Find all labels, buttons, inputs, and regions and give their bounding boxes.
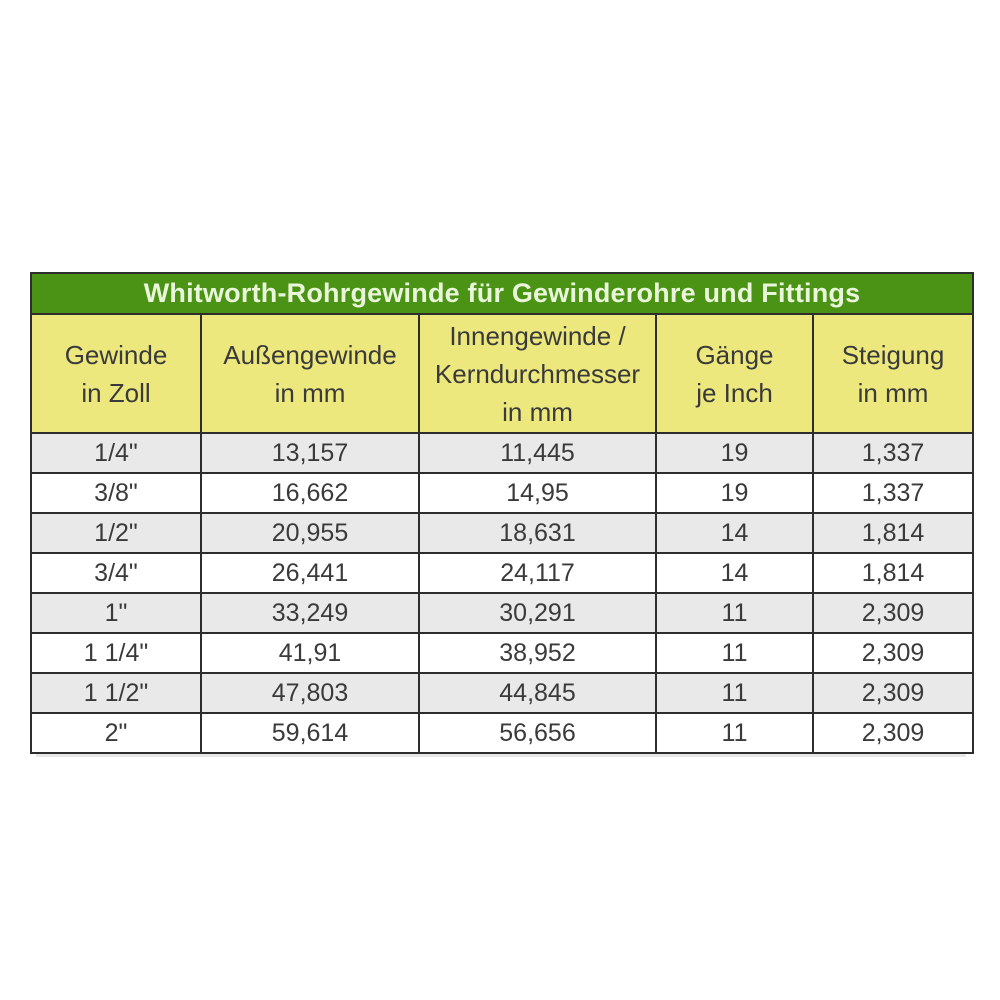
table-cell: 11 bbox=[655, 632, 814, 674]
table-title: Whitworth-Rohrgewinde für Gewinderohre u… bbox=[29, 272, 975, 315]
table-cell: 59,614 bbox=[200, 712, 420, 754]
table-cell: 2,309 bbox=[811, 712, 975, 754]
table-cell: 3/4" bbox=[30, 552, 202, 594]
table-cell: 1 1/2" bbox=[30, 672, 202, 714]
table-cell: 11 bbox=[655, 672, 814, 714]
column-header-gaenge-je-inch: Gänge je Inch bbox=[655, 313, 814, 434]
column-header-steigung: Steigung in mm bbox=[811, 313, 975, 434]
table-cell: 2,309 bbox=[811, 672, 975, 714]
table-cell: 14,95 bbox=[418, 472, 657, 514]
table-cell: 11,445 bbox=[418, 432, 657, 474]
table-cell: 44,845 bbox=[418, 672, 657, 714]
table-cell: 1,814 bbox=[811, 552, 975, 594]
table-row: 3/8" 16,662 14,95 19 1,337 bbox=[30, 472, 975, 514]
table-cell: 16,662 bbox=[200, 472, 420, 514]
table-cell: 2" bbox=[30, 712, 202, 754]
table-cell: 1/2" bbox=[30, 512, 202, 554]
table-row: 1/2" 20,955 18,631 14 1,814 bbox=[30, 512, 975, 554]
table-row: 1 1/4" 41,91 38,952 11 2,309 bbox=[30, 632, 975, 674]
table-cell: 13,157 bbox=[200, 432, 420, 474]
column-header-gewinde-in-zoll: Gewinde in Zoll bbox=[30, 313, 202, 434]
table-header-row: Gewinde in Zoll Außengewinde in mm Innen… bbox=[30, 313, 975, 434]
column-header-innengewinde: Innengewinde / Kerndurchmesser in mm bbox=[418, 313, 657, 434]
table-cell: 47,803 bbox=[200, 672, 420, 714]
table-body: 1/4" 13,157 11,445 19 1,337 3/8" 16,662 14,95 19… bbox=[30, 432, 975, 754]
thread-spec-table-container: Whitworth-Rohrgewinde für Gewinderohre u… bbox=[29, 272, 975, 754]
table-cell: 26,441 bbox=[200, 552, 420, 594]
table-cell: 41,91 bbox=[200, 632, 420, 674]
table-cell: 2,309 bbox=[811, 632, 975, 674]
table-cell: 18,631 bbox=[418, 512, 657, 554]
table-cell: 11 bbox=[655, 592, 814, 634]
table-cell: 2,309 bbox=[811, 592, 975, 634]
table-cell: 14 bbox=[655, 552, 814, 594]
table-cell: 3/8" bbox=[30, 472, 202, 514]
table-cell: 1" bbox=[30, 592, 202, 634]
table-cell: 1/4" bbox=[30, 432, 202, 474]
table-row: 2" 59,614 56,656 11 2,309 bbox=[30, 712, 975, 754]
table-cell: 14 bbox=[655, 512, 814, 554]
table-row: 1/4" 13,157 11,445 19 1,337 bbox=[30, 432, 975, 474]
table-row: 1 1/2" 47,803 44,845 11 2,309 bbox=[30, 672, 975, 714]
table-cell: 1 1/4" bbox=[30, 632, 202, 674]
thread-spec-table: Whitworth-Rohrgewinde für Gewinderohre u… bbox=[29, 272, 975, 754]
table-cell: 19 bbox=[655, 472, 814, 514]
table-cell: 38,952 bbox=[418, 632, 657, 674]
table-title-row: Whitworth-Rohrgewinde für Gewinderohre u… bbox=[29, 272, 975, 315]
table-cell: 56,656 bbox=[418, 712, 657, 754]
table-cell: 30,291 bbox=[418, 592, 657, 634]
table-cell: 11 bbox=[655, 712, 814, 754]
table-cell: 1,337 bbox=[811, 472, 975, 514]
column-header-aussengewinde: Außengewinde in mm bbox=[200, 313, 420, 434]
table-row: 1" 33,249 30,291 11 2,309 bbox=[30, 592, 975, 634]
table-cell: 1,337 bbox=[811, 432, 975, 474]
table-cell: 24,117 bbox=[418, 552, 657, 594]
table-row: 3/4" 26,441 24,117 14 1,814 bbox=[30, 552, 975, 594]
table-cell: 19 bbox=[655, 432, 814, 474]
table-cell: 20,955 bbox=[200, 512, 420, 554]
table-cell: 1,814 bbox=[811, 512, 975, 554]
table-cell: 33,249 bbox=[200, 592, 420, 634]
